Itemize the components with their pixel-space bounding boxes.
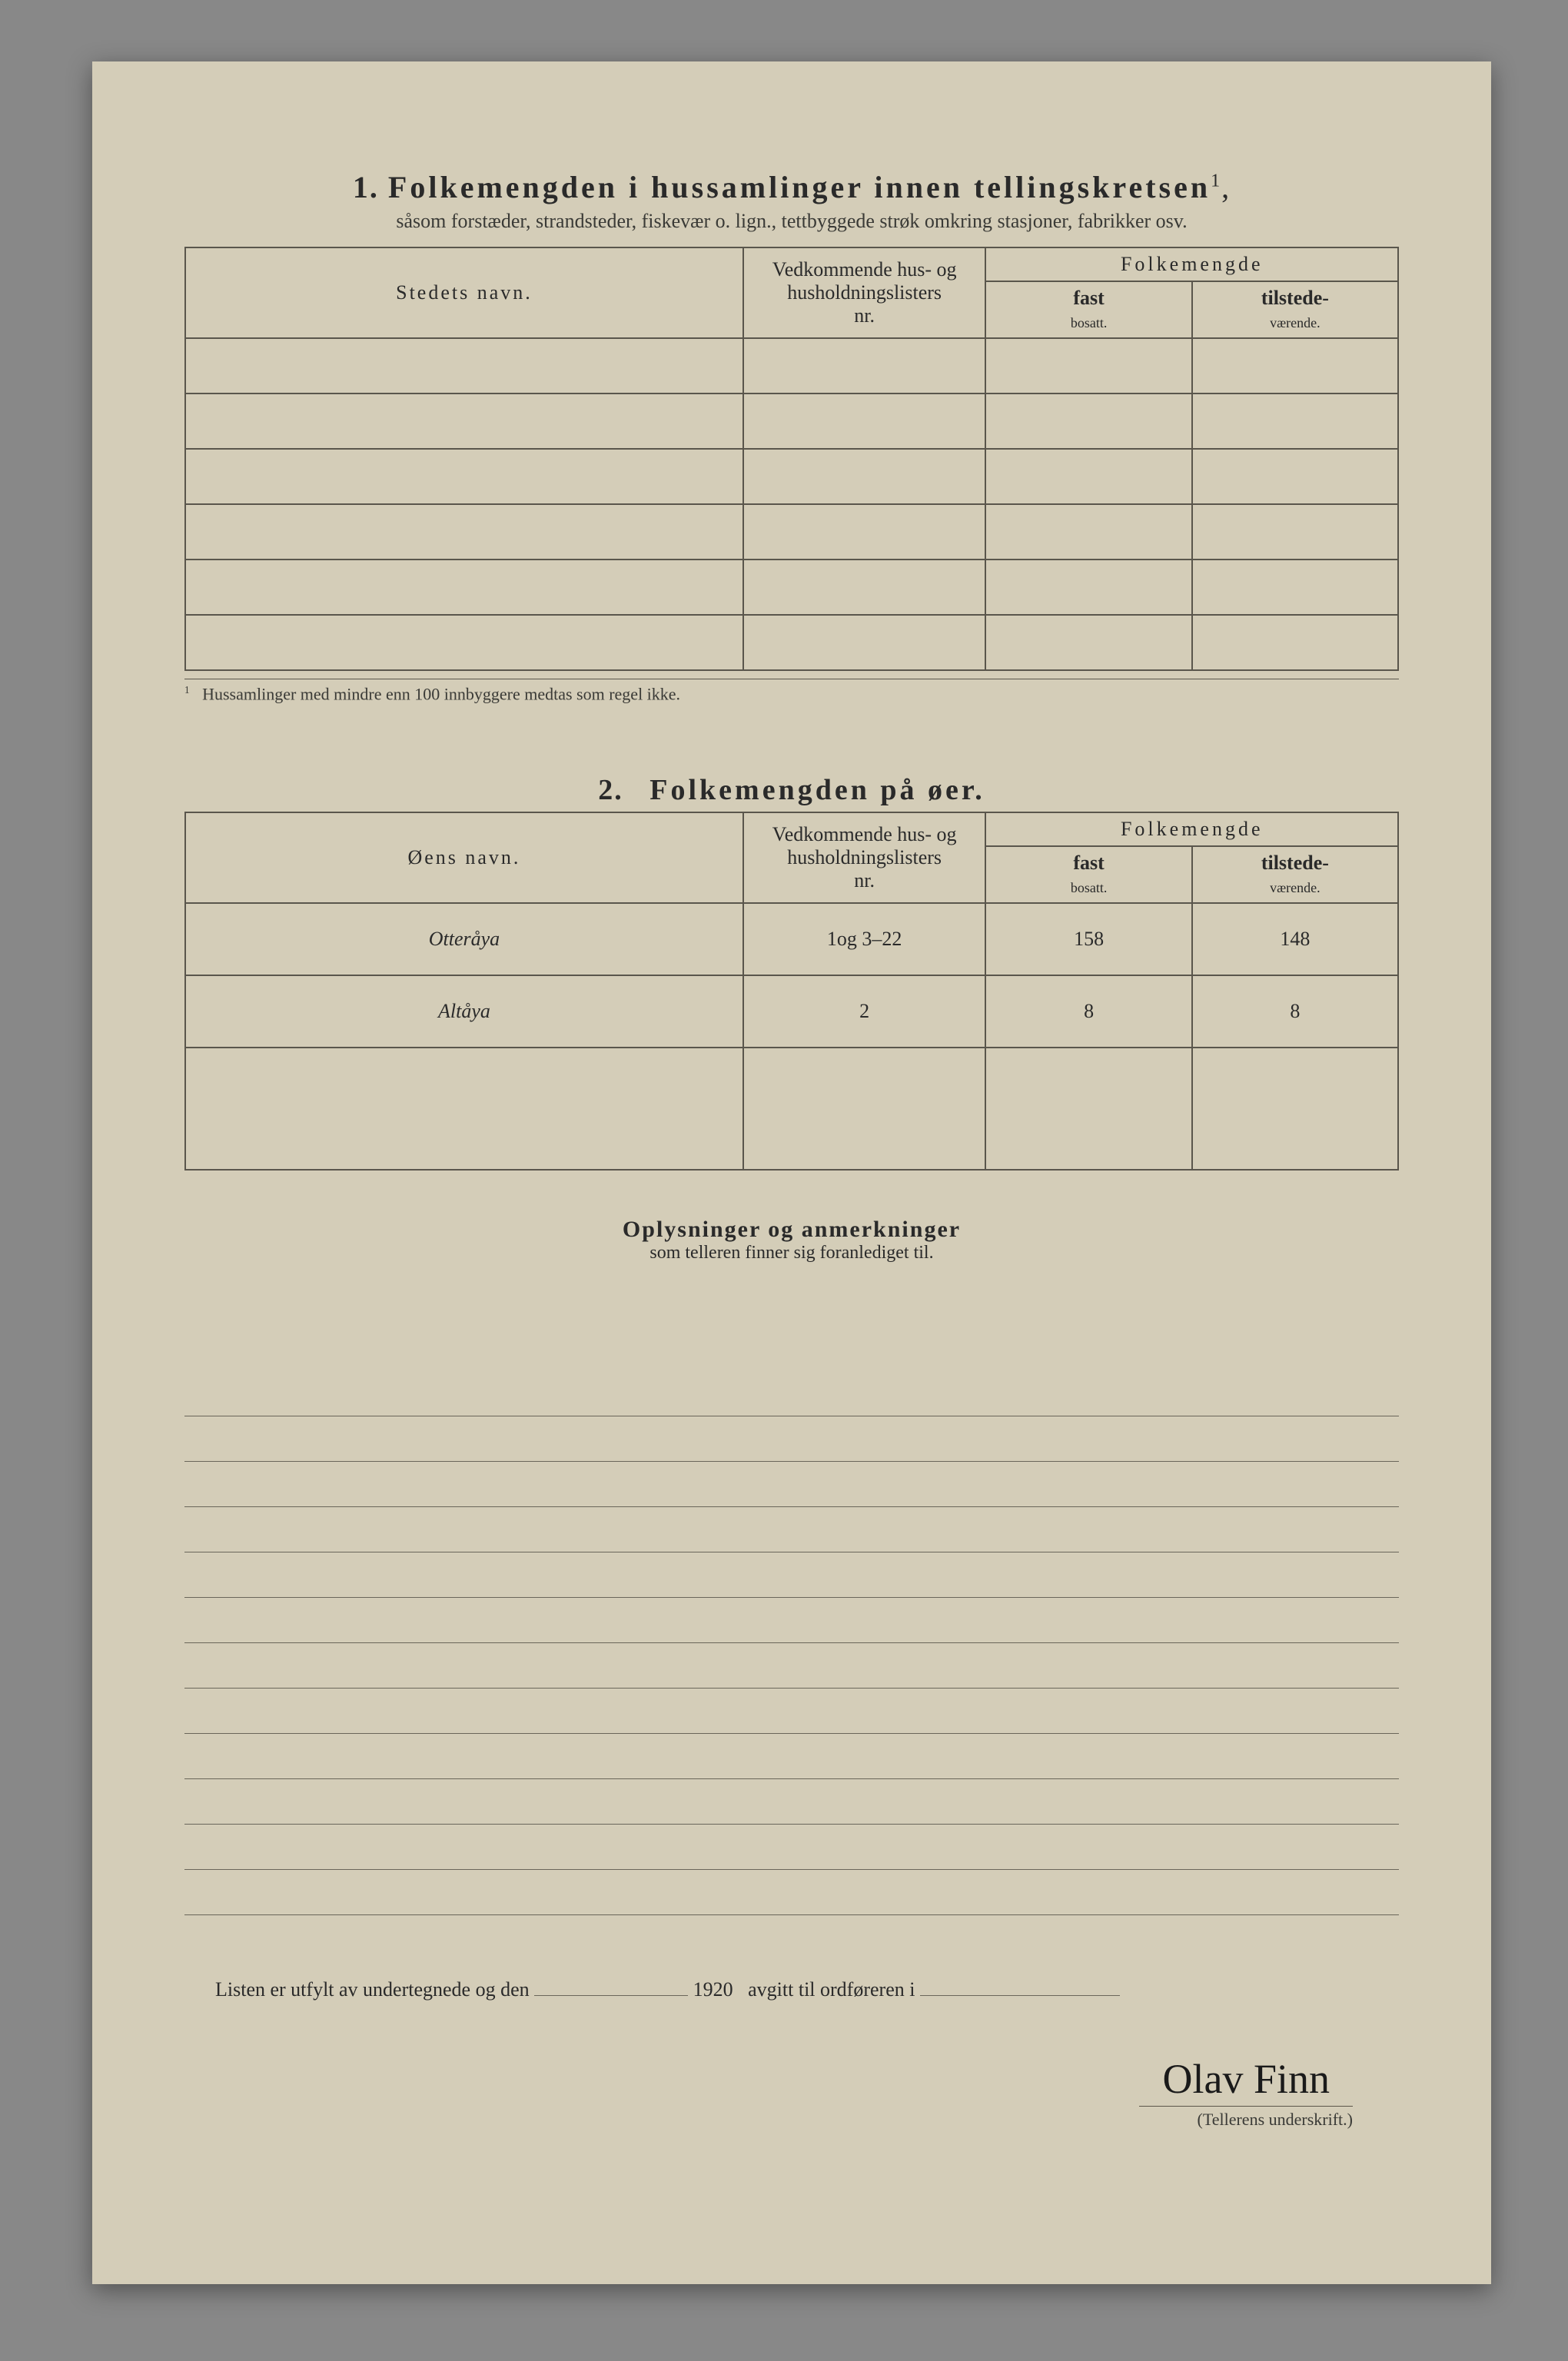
ruled-line	[184, 1870, 1399, 1915]
s1-th-nr-l1: Vedkommende hus- og	[772, 258, 957, 281]
closing-line: Listen er utfylt av undertegnede og den …	[184, 1977, 1399, 2001]
s2-th-nr-l3: nr.	[854, 869, 875, 892]
s2-th-tilstede: tilstede- værende.	[1192, 846, 1398, 903]
scan-background: 1. Folkemengden i hussamlinger innen tel…	[0, 0, 1568, 2361]
section-2-title-text: Folkemengden på øer.	[649, 774, 985, 806]
closing-year: 1920	[693, 1978, 733, 2001]
footnote-marker: 1	[184, 684, 190, 696]
s1-th-nr: Vedkommende hus- og husholdningslisters …	[743, 247, 986, 338]
section-1-table: Stedets navn. Vedkommende hus- og hushol…	[184, 247, 1399, 671]
island-nr: 2	[743, 975, 986, 1048]
s1-th-fast: fast bosatt.	[985, 281, 1191, 338]
s1-th-nr-l2: husholdningslisters	[787, 281, 942, 304]
s1-th-fast-l1: fast	[1073, 287, 1104, 309]
closing-blank-1	[534, 1977, 688, 1996]
ruled-line	[184, 1825, 1399, 1870]
island-tilstede: 8	[1192, 975, 1398, 1048]
island-fast: 158	[985, 903, 1191, 975]
section-1-number: 1.	[353, 170, 379, 204]
s2-th-nr-l2: husholdningslisters	[787, 846, 942, 868]
ruled-line	[184, 1734, 1399, 1779]
table-row	[185, 560, 1398, 615]
s2-th-fast: fast bosatt.	[985, 846, 1191, 903]
document-page: 1. Folkemengden i hussamlinger innen tel…	[92, 61, 1491, 2284]
table-row	[185, 338, 1398, 394]
section-1-title-suffix: ,	[1221, 170, 1231, 204]
table-row	[185, 615, 1398, 670]
table-row	[185, 504, 1398, 560]
ruled-line	[184, 1552, 1399, 1598]
signature: Olav Finn	[1139, 2055, 1353, 2107]
island-tilstede: 148	[1192, 903, 1398, 975]
section-2-title: 2. Folkemengden på øer.	[184, 773, 1399, 807]
closing-blank-2	[920, 1977, 1120, 1996]
section-2-number: 2.	[598, 774, 623, 806]
closing-suffix: avgitt til ordføreren i	[748, 1978, 915, 2001]
ruled-line	[184, 1416, 1399, 1462]
s1-th-til-l2: værende.	[1270, 315, 1320, 330]
island-fast: 8	[985, 975, 1191, 1048]
table-row	[185, 449, 1398, 504]
section-1-footnote: 1 Hussamlinger med mindre enn 100 innbyg…	[184, 679, 1399, 704]
ruled-line	[184, 1779, 1399, 1825]
s1-th-folkemengde: Folkemengde	[985, 247, 1398, 281]
s1-th-fast-l2: bosatt.	[1071, 315, 1108, 330]
ruled-lines	[184, 1371, 1399, 1915]
s2-th-nr-l1: Vedkommende hus- og	[772, 823, 957, 845]
table-row	[185, 394, 1398, 449]
signature-label: (Tellerens underskrift.)	[184, 2110, 1353, 2130]
island-nr: 1og 3–22	[743, 903, 986, 975]
s1-th-name: Stedets navn.	[185, 247, 743, 338]
section-1: 1. Folkemengden i hussamlinger innen tel…	[184, 169, 1399, 704]
s2-th-til-l1: tilstede-	[1261, 852, 1329, 874]
s2-th-fast-l2: bosatt.	[1071, 880, 1108, 895]
s2-th-fast-l1: fast	[1073, 852, 1104, 874]
s2-th-folkemengde: Folkemengde	[985, 812, 1398, 846]
s1-th-til-l1: tilstede-	[1261, 287, 1329, 309]
remarks-section: Oplysninger og anmerkninger som telleren…	[184, 1217, 1399, 1915]
ruled-line	[184, 1507, 1399, 1552]
ruled-line	[184, 1371, 1399, 1416]
table-row	[185, 1048, 1398, 1170]
s1-th-nr-l3: nr.	[854, 304, 875, 327]
section-2-table: Øens navn. Vedkommende hus- og husholdni…	[184, 812, 1399, 1171]
footnote-text: Hussamlinger med mindre enn 100 innbygge…	[202, 684, 680, 703]
ruled-line	[184, 1689, 1399, 1734]
s2-th-til-l2: værende.	[1270, 880, 1320, 895]
island-name: Altåya	[185, 975, 743, 1048]
s1-th-tilstede: tilstede- værende.	[1192, 281, 1398, 338]
section-2: 2. Folkemengden på øer. Øens navn. Vedko…	[184, 773, 1399, 1171]
ruled-line	[184, 1643, 1399, 1689]
remarks-title: Oplysninger og anmerkninger	[184, 1217, 1399, 1243]
signature-area: Olav Finn (Tellerens underskrift.)	[184, 2055, 1399, 2130]
table-row: Altåya 2 8 8	[185, 975, 1398, 1048]
section-1-title: 1. Folkemengden i hussamlinger innen tel…	[184, 169, 1399, 205]
closing-prefix: Listen er utfylt av undertegnede og den	[215, 1978, 530, 2001]
ruled-line	[184, 1462, 1399, 1507]
section-1-subtitle: såsom forstæder, strandsteder, fiskevær …	[184, 210, 1399, 233]
section-1-sup: 1	[1211, 171, 1221, 191]
island-name: Otteråya	[185, 903, 743, 975]
ruled-line	[184, 1598, 1399, 1643]
section-1-title-text: Folkemengden i hussamlinger innen tellin…	[388, 170, 1211, 204]
remarks-subtitle: som telleren finner sig foranlediget til…	[184, 1243, 1399, 1264]
s2-th-nr: Vedkommende hus- og husholdningslisters …	[743, 812, 986, 903]
s2-th-name: Øens navn.	[185, 812, 743, 903]
table-row: Otteråya 1og 3–22 158 148	[185, 903, 1398, 975]
